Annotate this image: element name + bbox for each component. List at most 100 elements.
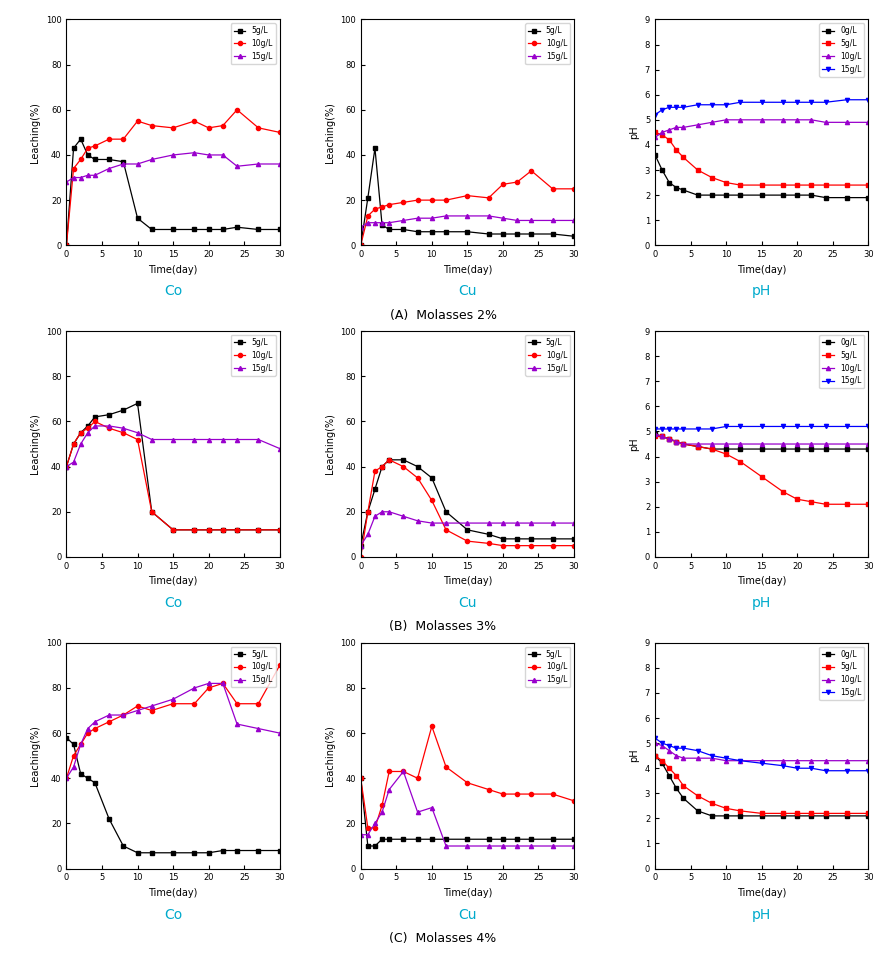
5g/L [362, 840, 373, 851]
10g/L [548, 540, 558, 552]
5g/L [61, 732, 72, 743]
0g/L [721, 190, 732, 201]
10g/L [792, 438, 803, 450]
15g/L [806, 420, 817, 432]
15g/L [89, 716, 100, 728]
10g/L [792, 114, 803, 126]
10g/L [132, 434, 143, 446]
10g/L [462, 190, 473, 201]
15g/L [678, 101, 688, 113]
5g/L [526, 228, 537, 239]
5g/L [275, 524, 285, 536]
15g/L [377, 807, 387, 818]
10g/L [735, 755, 746, 767]
15g/L [706, 750, 717, 762]
15g/L [721, 752, 732, 764]
5g/L [778, 179, 789, 191]
10g/L [167, 524, 178, 536]
15g/L [664, 101, 674, 113]
5g/L [426, 226, 437, 237]
15g/L [778, 96, 789, 108]
5g/L [792, 179, 803, 191]
15g/L [820, 96, 831, 108]
10g/L [462, 776, 473, 788]
15g/L [426, 802, 437, 813]
0g/L [806, 811, 817, 822]
15g/L [735, 96, 746, 108]
15g/L [132, 704, 143, 716]
15g/L [61, 176, 72, 188]
10g/L [820, 438, 831, 450]
10g/L [203, 524, 214, 536]
10g/L [806, 438, 817, 450]
Legend: 5g/L, 10g/L, 15g/L: 5g/L, 10g/L, 15g/L [231, 647, 276, 687]
15g/L [426, 518, 437, 529]
Legend: 5g/L, 10g/L, 15g/L: 5g/L, 10g/L, 15g/L [525, 647, 571, 687]
10g/L [104, 422, 114, 434]
15g/L [778, 760, 789, 772]
5g/L [649, 750, 660, 762]
Line: 0g/L: 0g/L [653, 153, 870, 199]
15g/L [253, 159, 264, 170]
15g/L [806, 96, 817, 108]
15g/L [232, 434, 243, 446]
0g/L [678, 184, 688, 196]
5g/L [484, 528, 494, 540]
5g/L [412, 461, 423, 473]
Y-axis label: Leaching(%): Leaching(%) [30, 725, 40, 786]
5g/L [377, 461, 387, 473]
Line: 10g/L: 10g/L [653, 432, 870, 446]
Y-axis label: Leaching(%): Leaching(%) [324, 725, 335, 786]
10g/L [75, 154, 86, 165]
15g/L [440, 210, 451, 222]
15g/L [863, 420, 874, 432]
10g/L [89, 415, 100, 427]
15g/L [253, 434, 264, 446]
0g/L [820, 811, 831, 822]
15g/L [671, 742, 681, 754]
X-axis label: Time(day): Time(day) [443, 265, 492, 274]
5g/L [778, 808, 789, 819]
0g/L [678, 792, 688, 804]
15g/L [757, 420, 767, 432]
10g/L [792, 755, 803, 767]
10g/L [678, 438, 688, 450]
5g/L [89, 411, 100, 422]
10g/L [369, 465, 380, 477]
10g/L [377, 201, 387, 213]
15g/L [657, 104, 667, 116]
0g/L [806, 444, 817, 455]
0g/L [692, 805, 703, 816]
10g/L [512, 176, 523, 188]
10g/L [61, 773, 72, 784]
15g/L [526, 840, 537, 851]
0g/L [649, 149, 660, 161]
0g/L [657, 431, 667, 443]
5g/L [68, 739, 79, 750]
Y-axis label: pH: pH [629, 126, 639, 139]
10g/L [462, 535, 473, 547]
10g/L [253, 524, 264, 536]
5g/L [203, 847, 214, 858]
5g/L [118, 156, 128, 167]
5g/L [355, 239, 366, 251]
5g/L [806, 808, 817, 819]
5g/L [842, 808, 852, 819]
5g/L [118, 405, 128, 416]
10g/L [398, 197, 408, 208]
5g/L [664, 763, 674, 775]
10g/L [89, 723, 100, 735]
15g/L [792, 420, 803, 432]
5g/L [426, 834, 437, 846]
15g/L [167, 149, 178, 161]
10g/L [412, 195, 423, 206]
5g/L [664, 433, 674, 445]
0g/L [692, 441, 703, 452]
15g/L [657, 423, 667, 435]
0g/L [806, 190, 817, 201]
Line: 15g/L: 15g/L [653, 97, 870, 117]
5g/L [75, 768, 86, 779]
0g/L [649, 750, 660, 762]
5g/L [806, 496, 817, 508]
5g/L [412, 226, 423, 237]
